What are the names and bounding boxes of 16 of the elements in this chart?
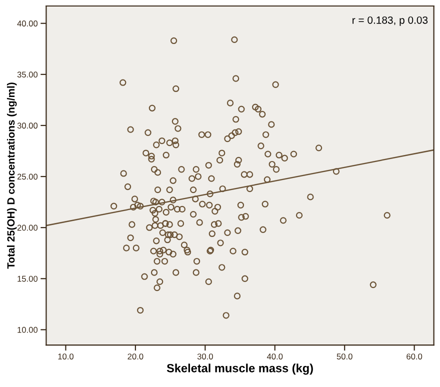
x-tick-label: 50.0 [336,354,352,360]
y-tick-label: 30.00 [17,122,38,129]
y-tick-label: 10.00 [18,326,38,333]
x-tick-label: 20.0 [128,354,144,360]
x-tick-label: 60.0 [406,354,422,360]
x-tick-label: 40.0 [266,354,283,360]
y-tick-label: 35.00 [17,72,38,78]
y-tick-label: 25.00 [17,174,38,180]
y-axis-title: Total 25(OH) D concentrations (ng/ml) [6,82,17,269]
x-tick-label: 30.0 [197,354,213,360]
y-tick-label: 40.00 [17,20,38,26]
x-axis-title: Skeletal muscle mass (kg) [166,364,313,375]
annotation: r = 0.183, p 0.03 [352,16,428,26]
y-tick-label: 20.00 [17,224,38,231]
x-tick-label: 10.0 [58,354,74,360]
y-tick-label: 15.00 [18,276,38,282]
